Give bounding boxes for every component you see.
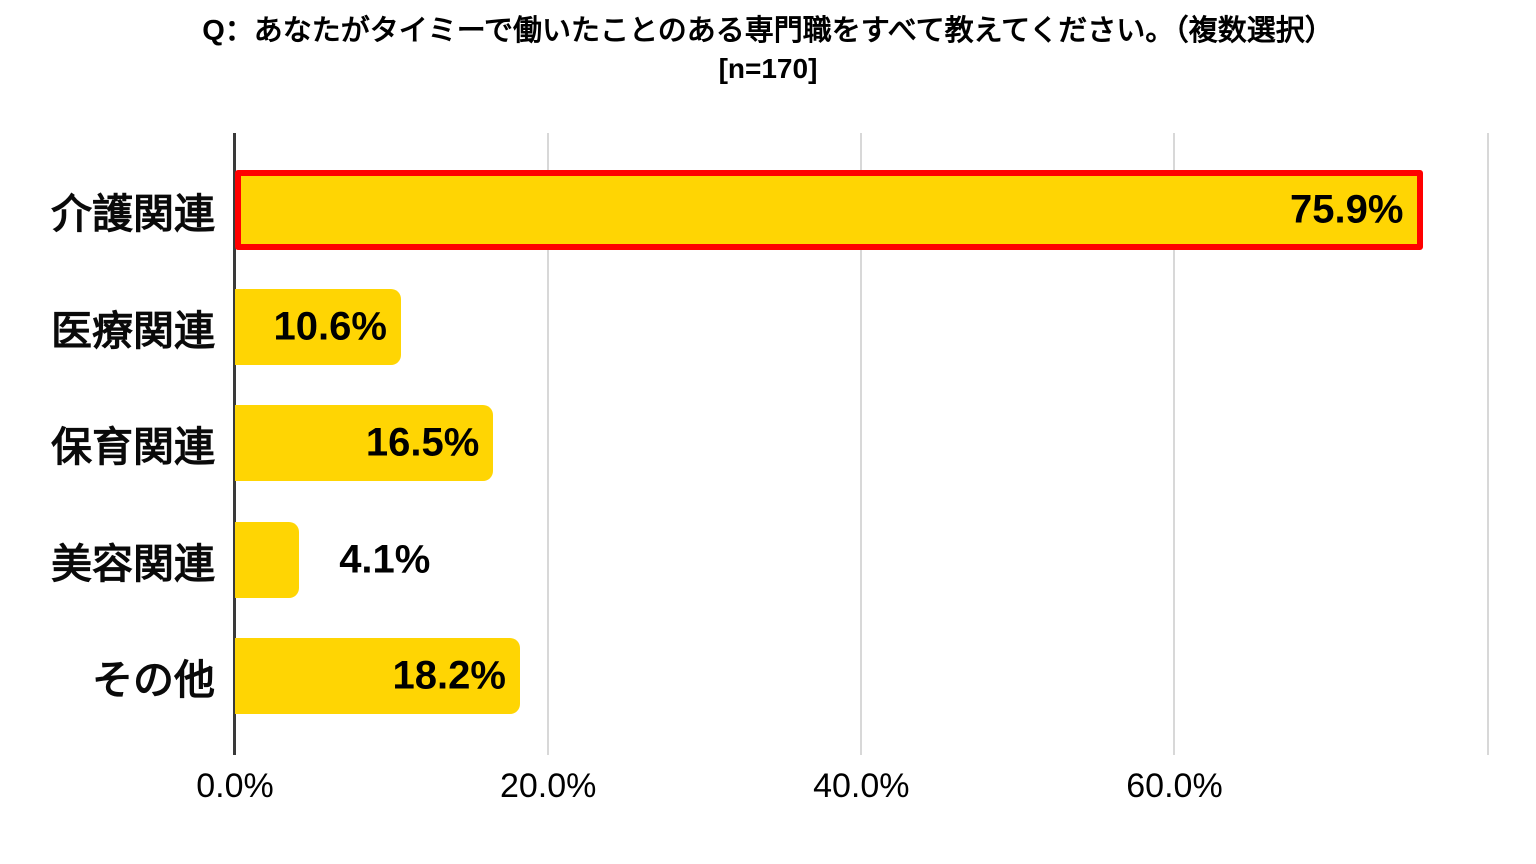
bar: 18.2% <box>235 638 520 714</box>
chart-row: 保育関連 16.5% <box>51 404 1508 482</box>
value-label: 4.1% <box>339 537 431 581</box>
bar <box>235 521 300 598</box>
value-label: 10.6% <box>273 304 387 348</box>
gridline-80pct <box>1486 133 1489 755</box>
category-label: 美容関連 <box>51 540 215 587</box>
y-axis-line <box>233 133 236 755</box>
x-axis-tick-label: 60.0% <box>1126 767 1223 805</box>
category-label: 介護関連 <box>51 191 215 237</box>
chart-row: その他 18.2% <box>92 637 1508 715</box>
bar: 16.5% <box>235 405 494 481</box>
gridline-40pct <box>860 133 863 755</box>
plot-area: 0.0% 20.0% 40.0% 60.0% 介護関連 75.9% 医療関連 10.6% 保育関… <box>51 133 1508 805</box>
chart-title: Q：あなたがタイミーで働いたことのある専門職をすべて教えてください。（複数選択） <box>202 15 1334 47</box>
value-label: 18.2% <box>392 653 506 698</box>
category-label: その他 <box>92 657 215 703</box>
bar-highlighted: 75.9% <box>235 170 1424 250</box>
chart-row: 介護関連 75.9% <box>51 170 1508 250</box>
chart-row: 美容関連 4.1% <box>51 521 1508 599</box>
sample-size-label: [n=170] <box>718 53 818 84</box>
bar: 10.6% <box>235 288 401 365</box>
value-label: 16.5% <box>365 420 480 465</box>
x-axis-tick-label: 20.0% <box>499 767 597 805</box>
x-axis-tick-label: 40.0% <box>813 767 910 805</box>
category-label: 保育関連 <box>51 424 215 470</box>
value-label: 75.9% <box>1290 187 1404 232</box>
gridline-20pct <box>547 133 550 755</box>
chart-row: 医療関連 10.6% <box>51 288 1508 366</box>
x-axis-tick-label: 0.0% <box>196 767 274 805</box>
category-label: 医療関連 <box>51 307 215 354</box>
gridline-60pct <box>1173 133 1176 755</box>
